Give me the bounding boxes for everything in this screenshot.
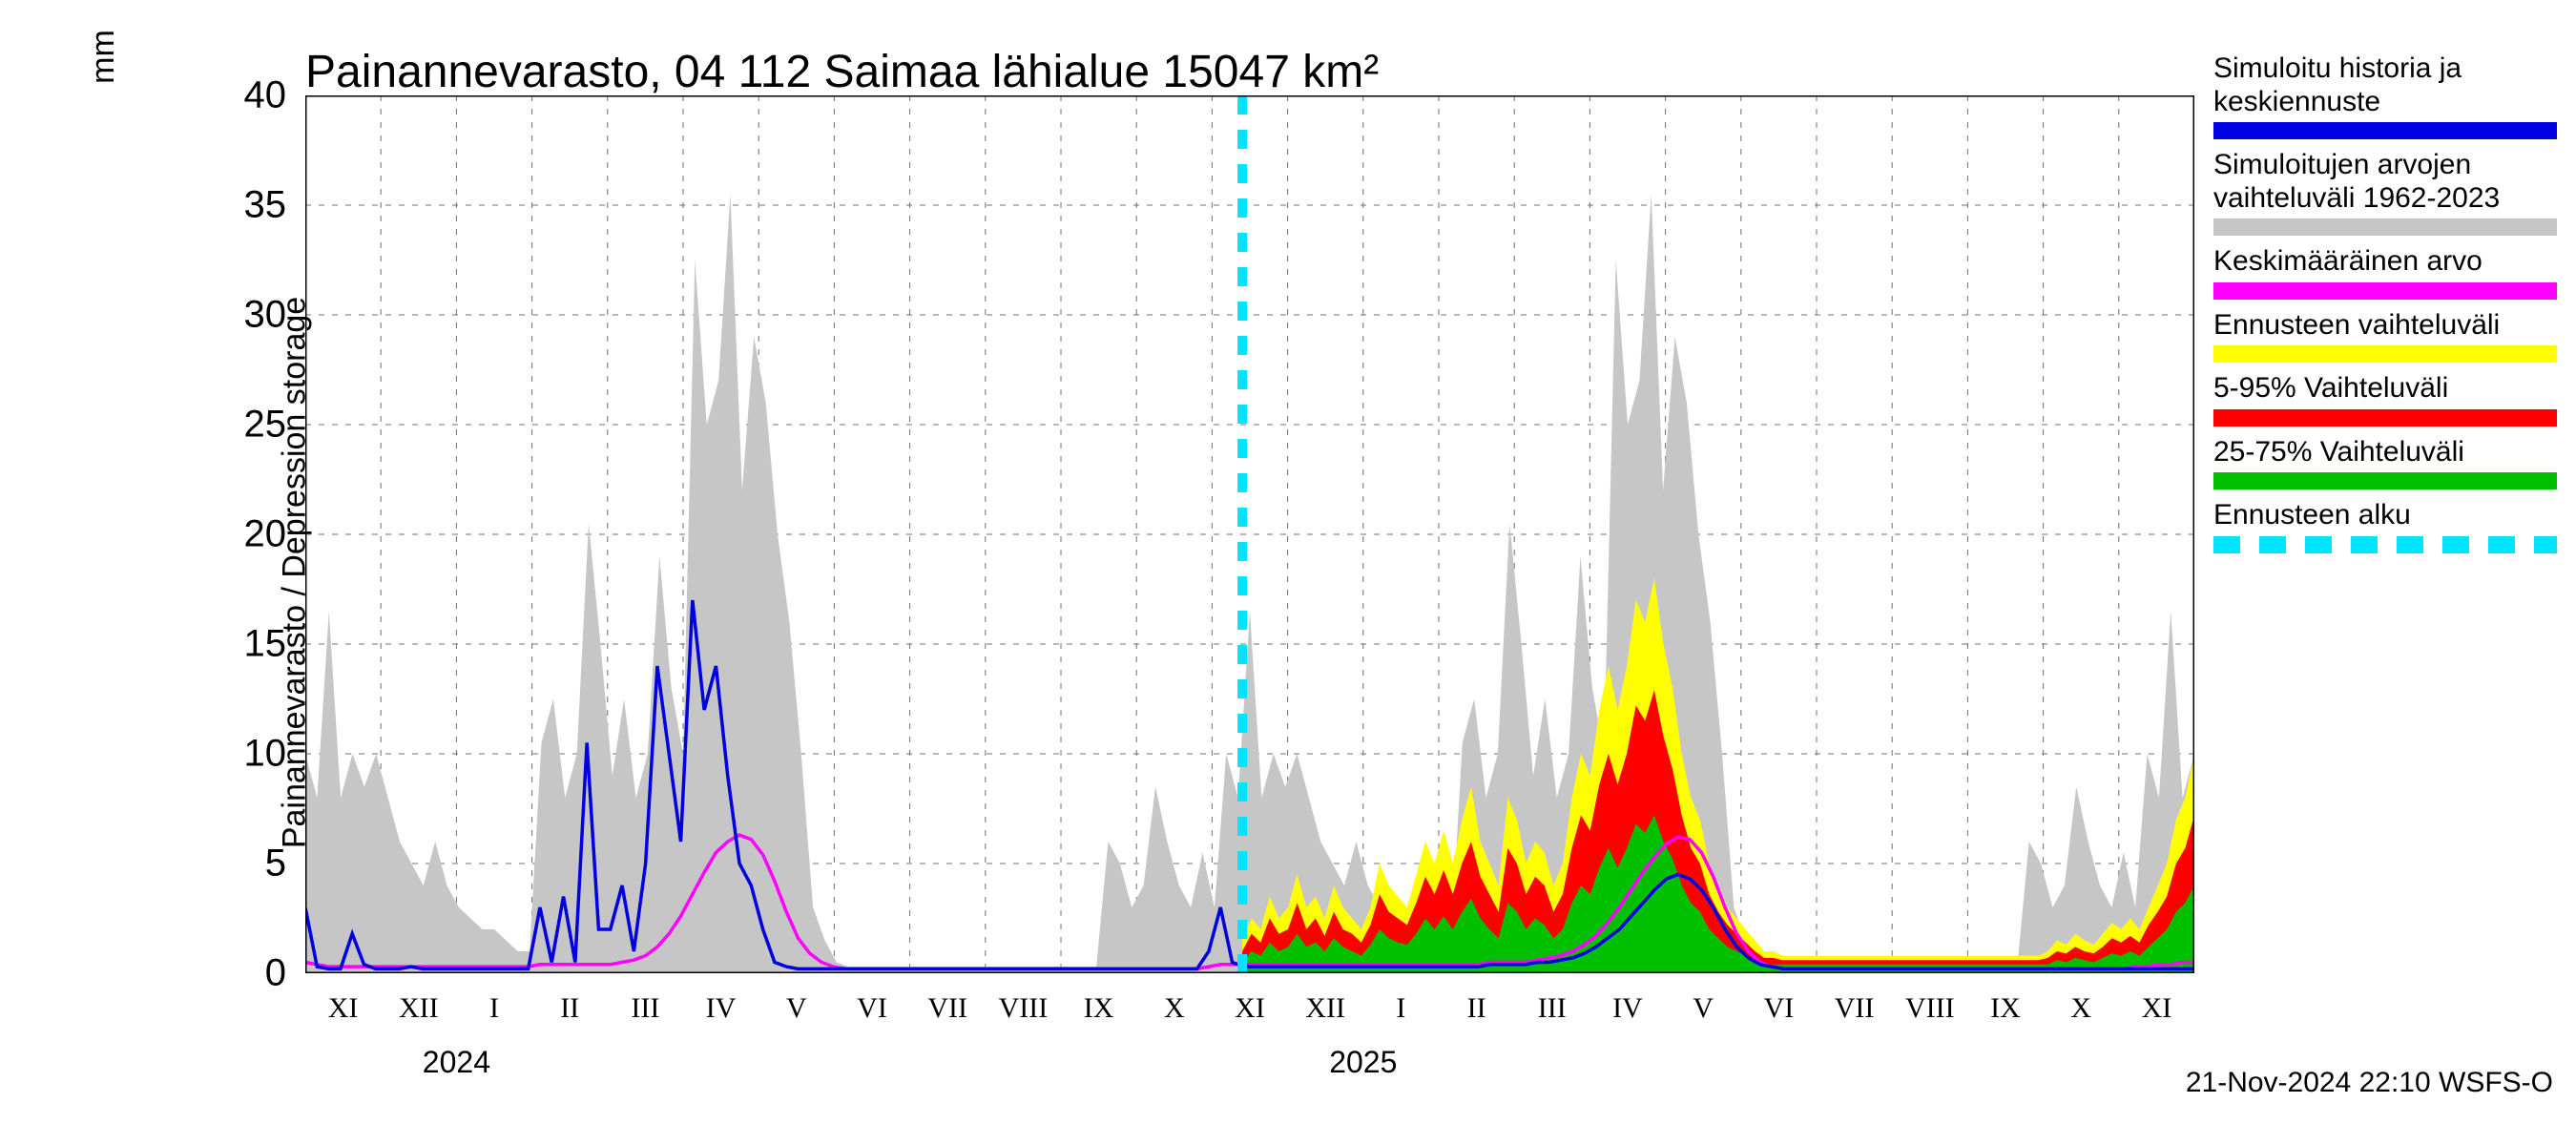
legend-item: Keskimääräinen arvo — [2213, 245, 2557, 300]
x-tick-label: V — [1693, 992, 1714, 1025]
x-tick-label: V — [786, 992, 807, 1025]
x-tick-label: XII — [399, 992, 439, 1025]
y-tick-label: 0 — [200, 952, 286, 995]
legend-item: Ennusteen alku — [2213, 499, 2557, 553]
legend-item-label: Ennusteen vaihteluväli — [2213, 309, 2557, 343]
chart-page: Painannevarasto / Depression storage mm … — [0, 0, 2576, 1145]
x-tick-label: IV — [1612, 992, 1643, 1025]
x-tick-label: III — [631, 992, 659, 1025]
x-tick-label: VII — [1835, 992, 1875, 1025]
legend-swatch — [2213, 472, 2557, 489]
legend-item-label: Ennusteen alku — [2213, 499, 2557, 532]
legend-swatch — [2213, 409, 2557, 427]
x-tick-label: II — [1467, 992, 1486, 1025]
legend-item: 5-95% Vaihteluväli — [2213, 372, 2557, 427]
legend-swatch — [2213, 345, 2557, 363]
x-tick-label: IX — [1084, 992, 1114, 1025]
y-tick-label: 5 — [200, 843, 286, 885]
y-tick-label: 40 — [200, 74, 286, 117]
legend: Simuloitu historia jakeskiennusteSimuloi… — [2213, 52, 2557, 563]
x-tick-label: XI — [1235, 992, 1265, 1025]
y-tick-label: 25 — [200, 404, 286, 447]
plot-svg — [305, 95, 2194, 973]
legend-item: Ennusteen vaihteluväli — [2213, 309, 2557, 364]
legend-swatch — [2213, 536, 2557, 553]
x-tick-label: VIII — [999, 992, 1049, 1025]
legend-item-label: vaihteluväli 1962-2023 — [2213, 182, 2557, 216]
x-tick-label: X — [2070, 992, 2091, 1025]
x-tick-label: IX — [1990, 992, 2021, 1025]
x-tick-label: IV — [706, 992, 737, 1025]
y-tick-label: 20 — [200, 513, 286, 556]
x-tick-label: XI — [2142, 992, 2172, 1025]
x-tick-label: II — [560, 992, 579, 1025]
y-tick-label: 10 — [200, 733, 286, 776]
x-tick-label: VI — [1764, 992, 1795, 1025]
chart-title: Painannevarasto, 04 112 Saimaa lähialue … — [305, 46, 1379, 98]
legend-swatch — [2213, 219, 2557, 236]
plot-area — [305, 95, 2194, 973]
year-label: 2024 — [423, 1045, 490, 1080]
x-tick-label: I — [489, 992, 499, 1025]
legend-item-label: Simuloitu historia ja — [2213, 52, 2557, 86]
legend-swatch — [2213, 122, 2557, 139]
legend-item: Simuloitujen arvojenvaihteluväli 1962-20… — [2213, 149, 2557, 236]
legend-item-label: keskiennuste — [2213, 86, 2557, 119]
x-tick-label: XI — [328, 992, 359, 1025]
x-tick-label: VIII — [1905, 992, 1955, 1025]
y-tick-label: 15 — [200, 623, 286, 666]
y-tick-label: 30 — [200, 294, 286, 337]
x-tick-label: XII — [1305, 992, 1345, 1025]
legend-item: Simuloitu historia jakeskiennuste — [2213, 52, 2557, 139]
x-tick-label: X — [1164, 992, 1185, 1025]
x-tick-label: I — [1396, 992, 1405, 1025]
legend-item-label: Simuloitujen arvojen — [2213, 149, 2557, 182]
y-axis-unit: mm — [85, 30, 122, 84]
footer-timestamp: 21-Nov-2024 22:10 WSFS-O — [2186, 1067, 2553, 1099]
legend-item-label: 25-75% Vaihteluväli — [2213, 436, 2557, 469]
legend-item-label: 5-95% Vaihteluväli — [2213, 372, 2557, 406]
legend-item: 25-75% Vaihteluväli — [2213, 436, 2557, 490]
x-tick-label: VII — [927, 992, 967, 1025]
year-label: 2025 — [1329, 1045, 1397, 1080]
legend-item-label: Keskimääräinen arvo — [2213, 245, 2557, 279]
y-tick-label: 35 — [200, 184, 286, 227]
legend-swatch — [2213, 282, 2557, 300]
x-tick-label: III — [1538, 992, 1567, 1025]
x-tick-label: VI — [857, 992, 887, 1025]
